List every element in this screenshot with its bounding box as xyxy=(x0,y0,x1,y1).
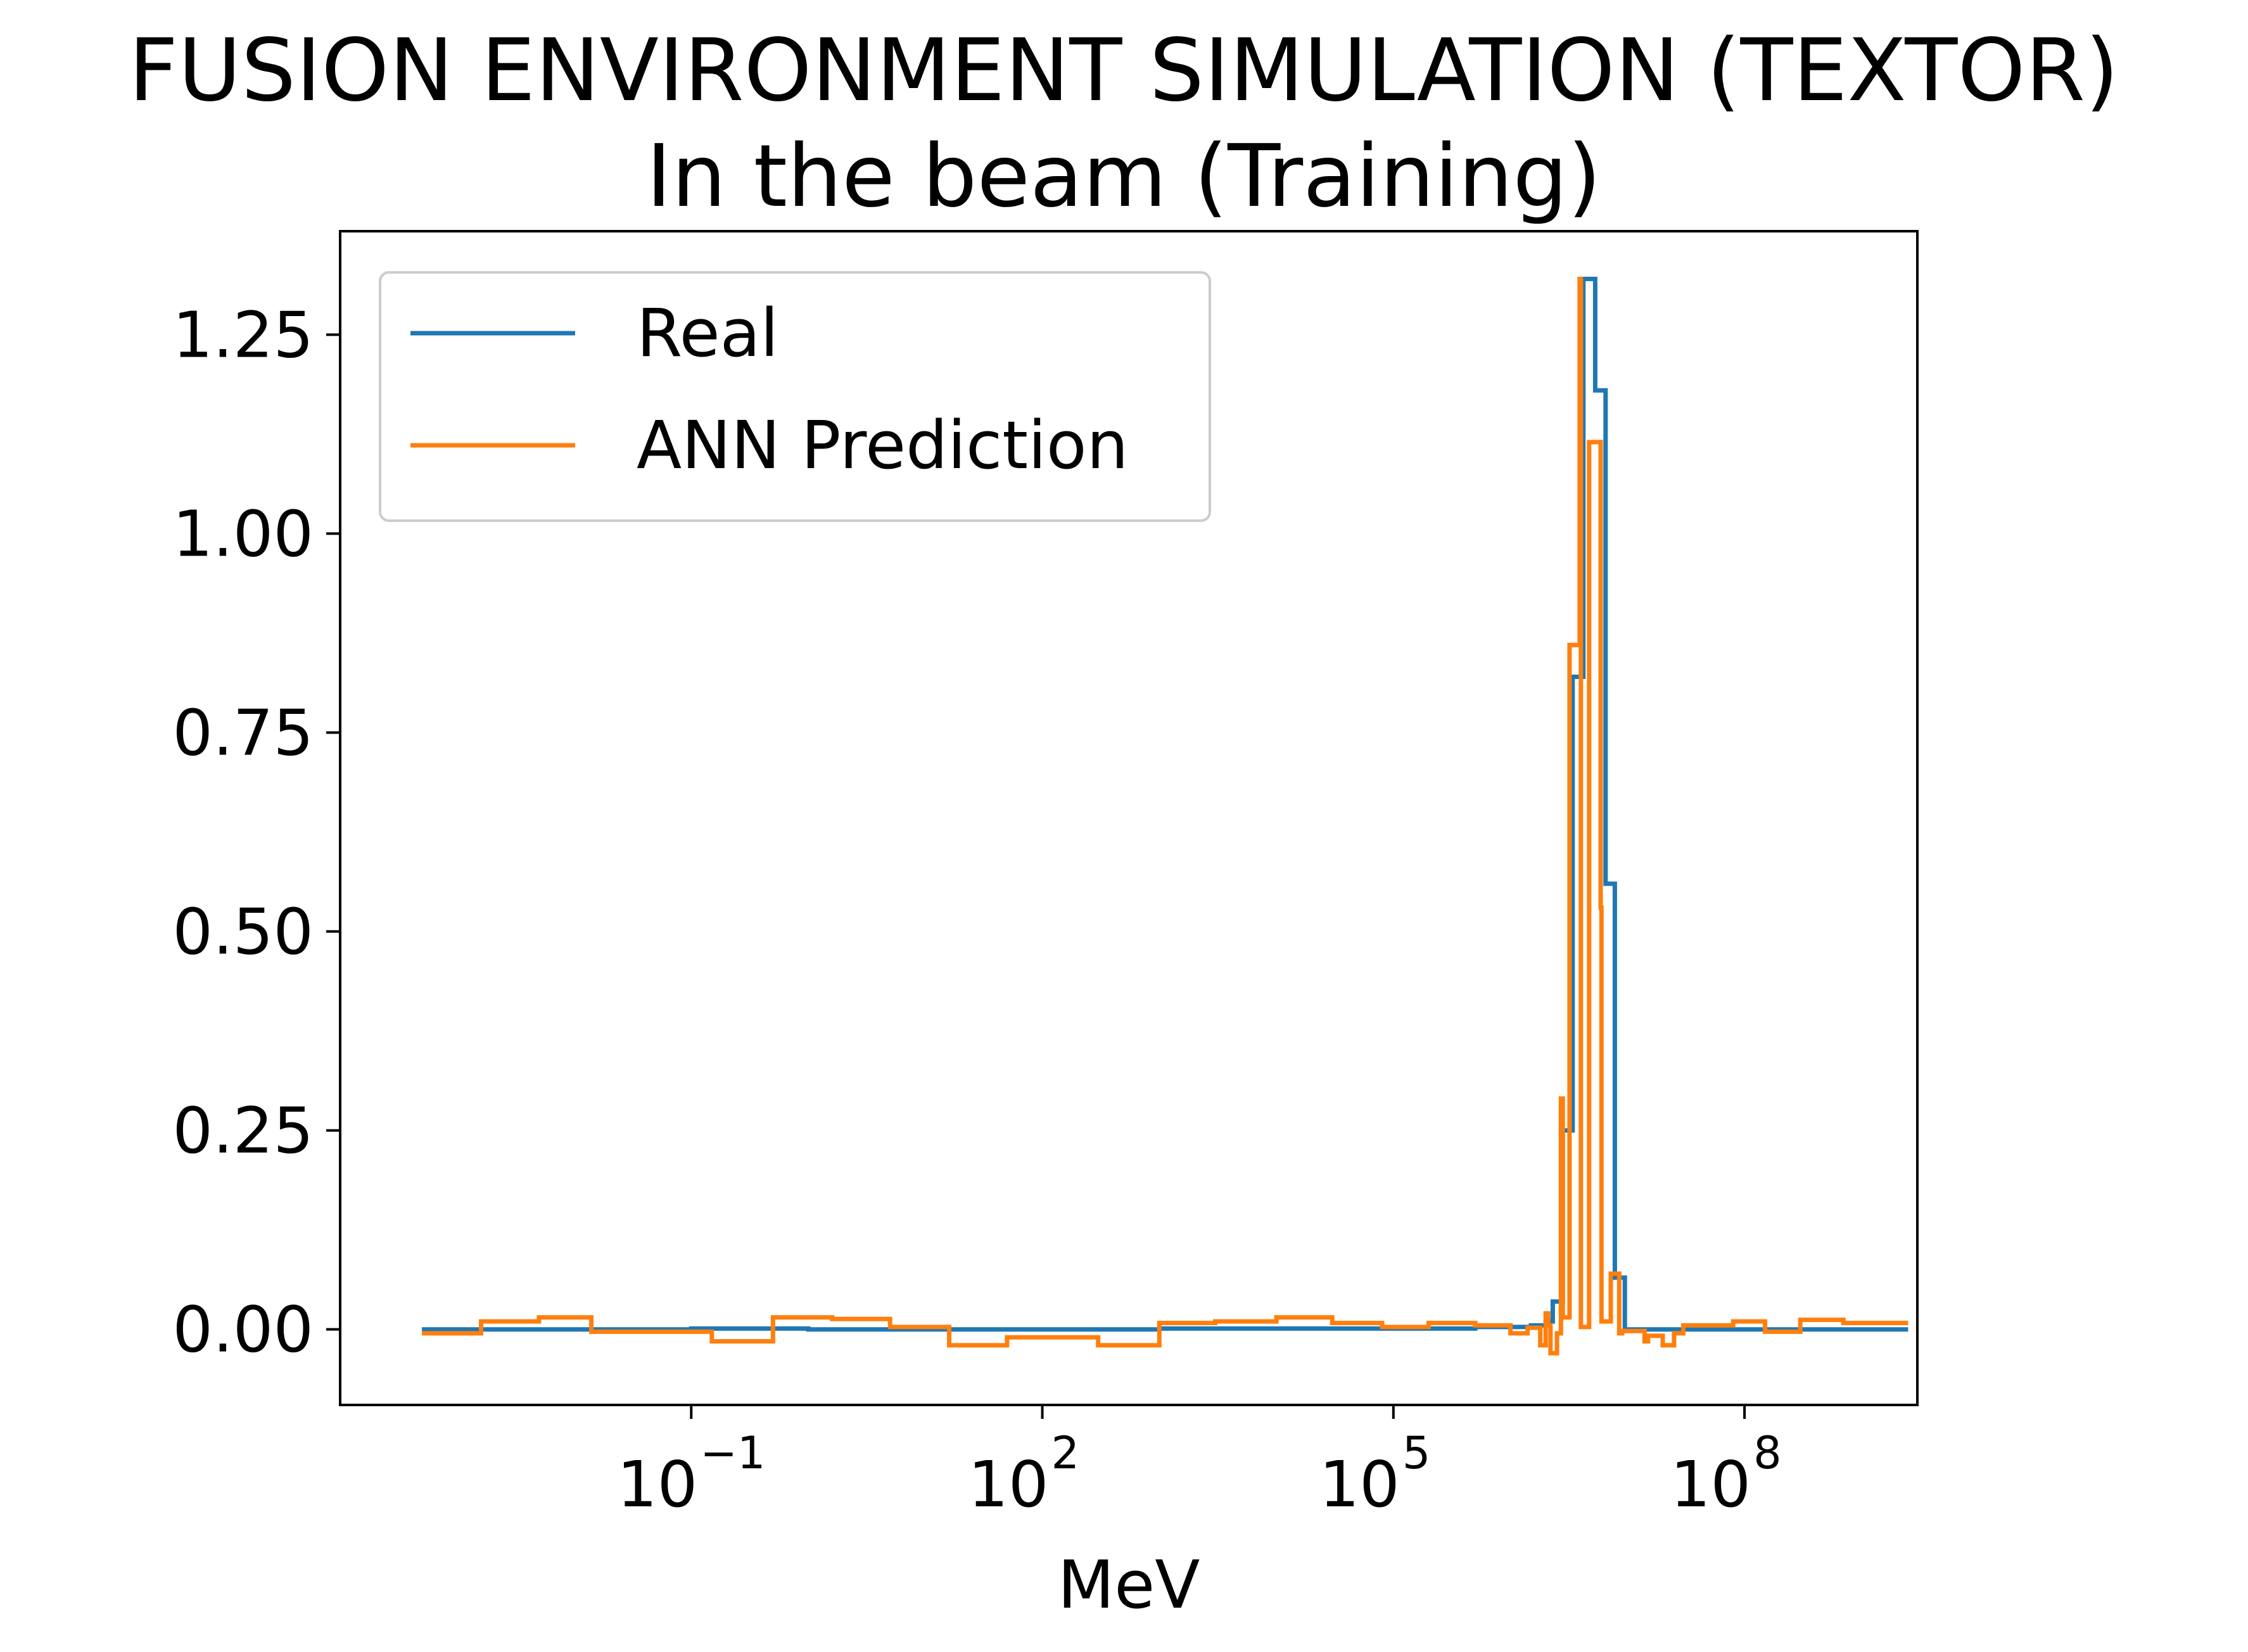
x-tick-label-base: 10 xyxy=(617,1447,697,1522)
y-tick-label: 1.00 xyxy=(172,497,314,571)
legend-label-real: Real xyxy=(637,295,778,372)
chart-subtitle: In the beam (Training) xyxy=(646,127,1601,227)
x-tick-label-exponent: 2 xyxy=(1051,1427,1080,1479)
x-tick-label-base: 10 xyxy=(1670,1447,1751,1522)
y-tick-label: 0.50 xyxy=(172,895,314,969)
y-tick-label: 0.00 xyxy=(172,1293,314,1367)
plot-frame xyxy=(339,230,1919,1406)
series-line-real xyxy=(422,276,1908,1332)
x-tick-label-exponent: −1 xyxy=(700,1427,765,1479)
legend: Real ANN Prediction xyxy=(379,271,1211,522)
legend-label-ann-prediction: ANN Prediction xyxy=(637,407,1128,484)
series-layer xyxy=(422,276,1908,1356)
y-tick-label: 1.25 xyxy=(172,298,314,372)
x-tick-label-exponent: 5 xyxy=(1402,1427,1431,1479)
chart-title: FUSION ENVIRONMENT SIMULATION (TEXTOR) xyxy=(129,21,2119,121)
x-tick-label-exponent: 8 xyxy=(1753,1427,1782,1479)
series-line-ann-prediction xyxy=(422,276,1908,1356)
y-tick-label: 0.25 xyxy=(172,1094,314,1168)
legend-box xyxy=(379,271,1211,522)
y-axis-ticks: 0.00 0.25 0.50 0.75 1.00 1.25 xyxy=(172,298,340,1367)
x-tick-label-base: 10 xyxy=(1319,1447,1400,1522)
x-tick-label-base: 10 xyxy=(968,1447,1048,1522)
x-axis-label: MeV xyxy=(1058,1546,1200,1623)
x-axis-ticks: 10 −1 10 2 10 5 10 8 xyxy=(617,1405,1782,1522)
y-tick-label: 0.75 xyxy=(172,696,314,770)
